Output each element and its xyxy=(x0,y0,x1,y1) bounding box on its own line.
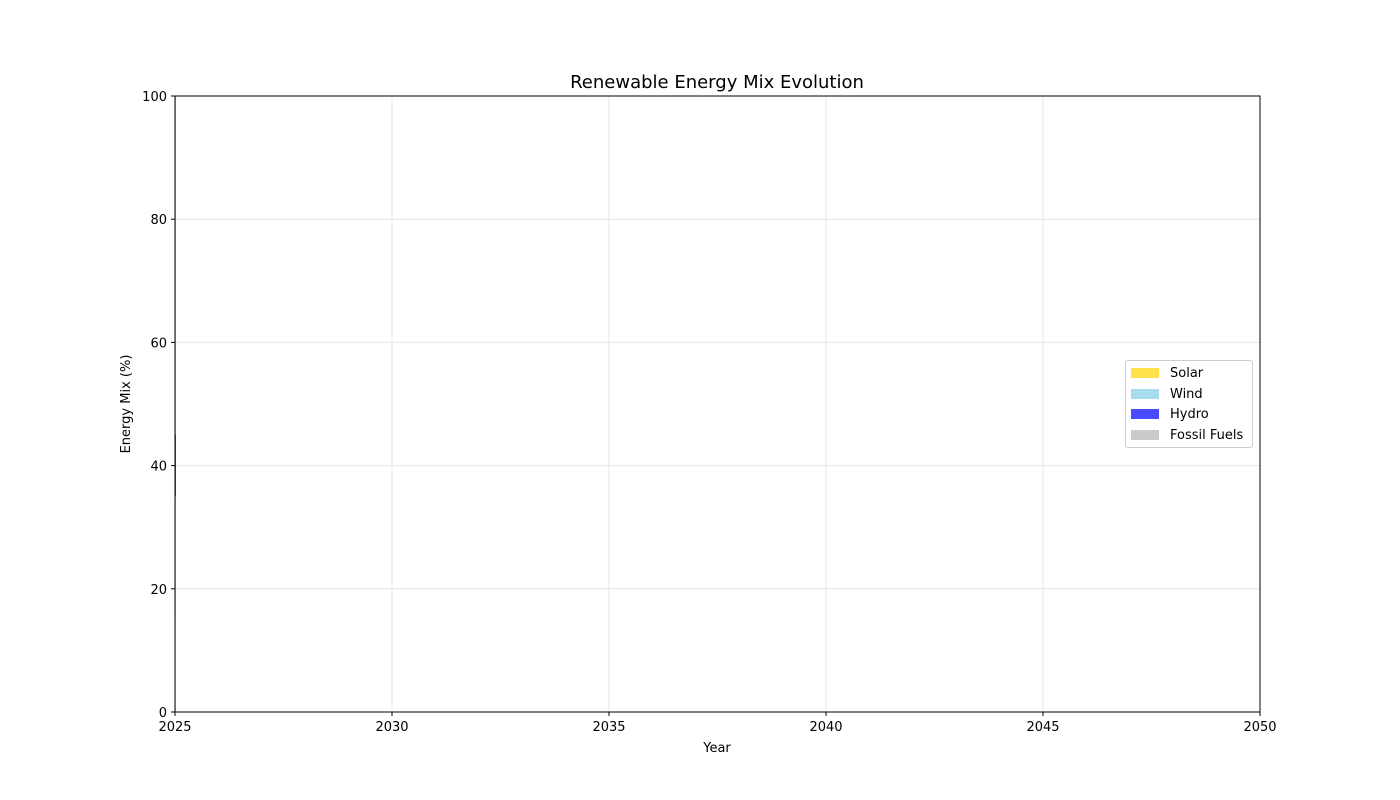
plot-frame xyxy=(174,95,1261,713)
y-tick-label: 60 xyxy=(150,336,167,351)
x-axis-label: Year xyxy=(702,741,731,756)
x-tick-label: 2030 xyxy=(375,720,408,735)
y-tick-label: 20 xyxy=(150,583,167,598)
legend-swatch xyxy=(1131,368,1159,378)
legend-item-wind: Wind xyxy=(1131,385,1203,403)
legend: Solar Wind Hydro Fossil Fuels xyxy=(1125,360,1253,448)
legend-item-hydro: Hydro xyxy=(1131,405,1209,423)
legend-swatch xyxy=(1131,389,1159,399)
y-tick-label: 40 xyxy=(150,460,167,475)
legend-label: Wind xyxy=(1170,386,1203,402)
legend-label: Fossil Fuels xyxy=(1170,427,1244,443)
legend-swatch xyxy=(1131,430,1159,440)
chart-title: Renewable Energy Mix Evolution xyxy=(570,72,864,93)
legend-item-fossil-fuels: Fossil Fuels xyxy=(1131,426,1243,444)
x-tick-label: 2050 xyxy=(1243,720,1276,735)
y-axis-label: Energy Mix (%) xyxy=(119,355,134,454)
legend-label: Solar xyxy=(1170,365,1204,381)
legend-label: Hydro xyxy=(1170,406,1209,422)
y-tick-label: 0 xyxy=(159,706,167,721)
legend-swatch xyxy=(1131,409,1159,419)
y-tick-label: 100 xyxy=(142,90,167,105)
x-tick-label: 2035 xyxy=(592,720,625,735)
grid xyxy=(174,95,1261,713)
y-tick-label: 80 xyxy=(150,213,167,228)
legend-item-solar: Solar xyxy=(1131,364,1203,382)
x-tick-label: 2045 xyxy=(1026,720,1059,735)
x-tick-label: 2025 xyxy=(158,720,191,735)
x-axis: 2025 2030 2035 2040 2045 2050 xyxy=(158,712,1277,735)
y-axis: 0 20 40 60 80 100 xyxy=(142,90,175,721)
x-tick-label: 2040 xyxy=(809,720,842,735)
